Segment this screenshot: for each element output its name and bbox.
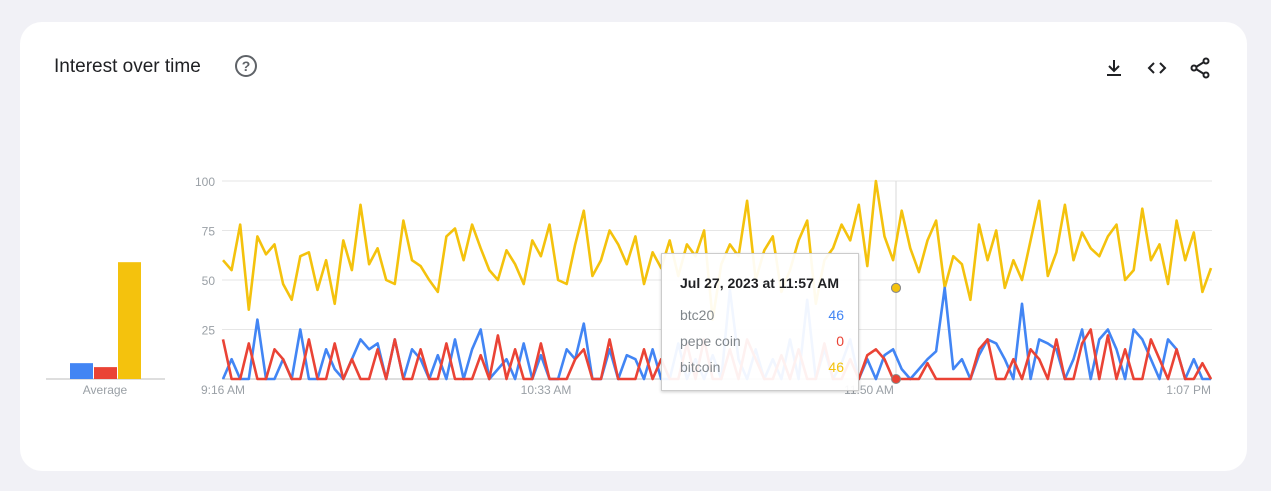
tooltip: Jul 27, 2023 at 11:57 AM btc20 46 pepe co…: [661, 253, 859, 391]
tooltip-row-btc20: btc20 46: [680, 307, 844, 323]
x-tick-label: 10:33 AM: [521, 383, 572, 397]
x-tick-label: 9:16 AM: [201, 383, 245, 397]
embed-code-icon[interactable]: [1145, 56, 1169, 80]
average-bar-btc20: [70, 363, 93, 379]
download-icon[interactable]: [1102, 56, 1126, 80]
y-tick-label: 25: [202, 324, 216, 338]
y-tick-label: 50: [202, 274, 216, 288]
tooltip-date: Jul 27, 2023 at 11:57 AM: [680, 275, 840, 291]
hover-dot-bitcoin: [891, 282, 901, 293]
help-circle-icon[interactable]: ?: [235, 55, 257, 77]
y-tick-label: 75: [202, 225, 216, 239]
y-tick-label: 100: [195, 175, 215, 189]
average-bar-bitcoin: [118, 262, 141, 379]
x-tick-label: 1:07 PM: [1166, 383, 1211, 397]
share-icon[interactable]: [1188, 56, 1212, 80]
average-bar-pepe-coin: [94, 367, 117, 379]
average-label: Average: [83, 383, 128, 397]
tooltip-row-pepe-coin: pepe coin 0: [680, 333, 844, 349]
card-title: Interest over time: [54, 56, 201, 77]
tooltip-row-bitcoin: bitcoin 46: [680, 359, 844, 375]
hover-dot-pepe-coin: [891, 374, 901, 384]
